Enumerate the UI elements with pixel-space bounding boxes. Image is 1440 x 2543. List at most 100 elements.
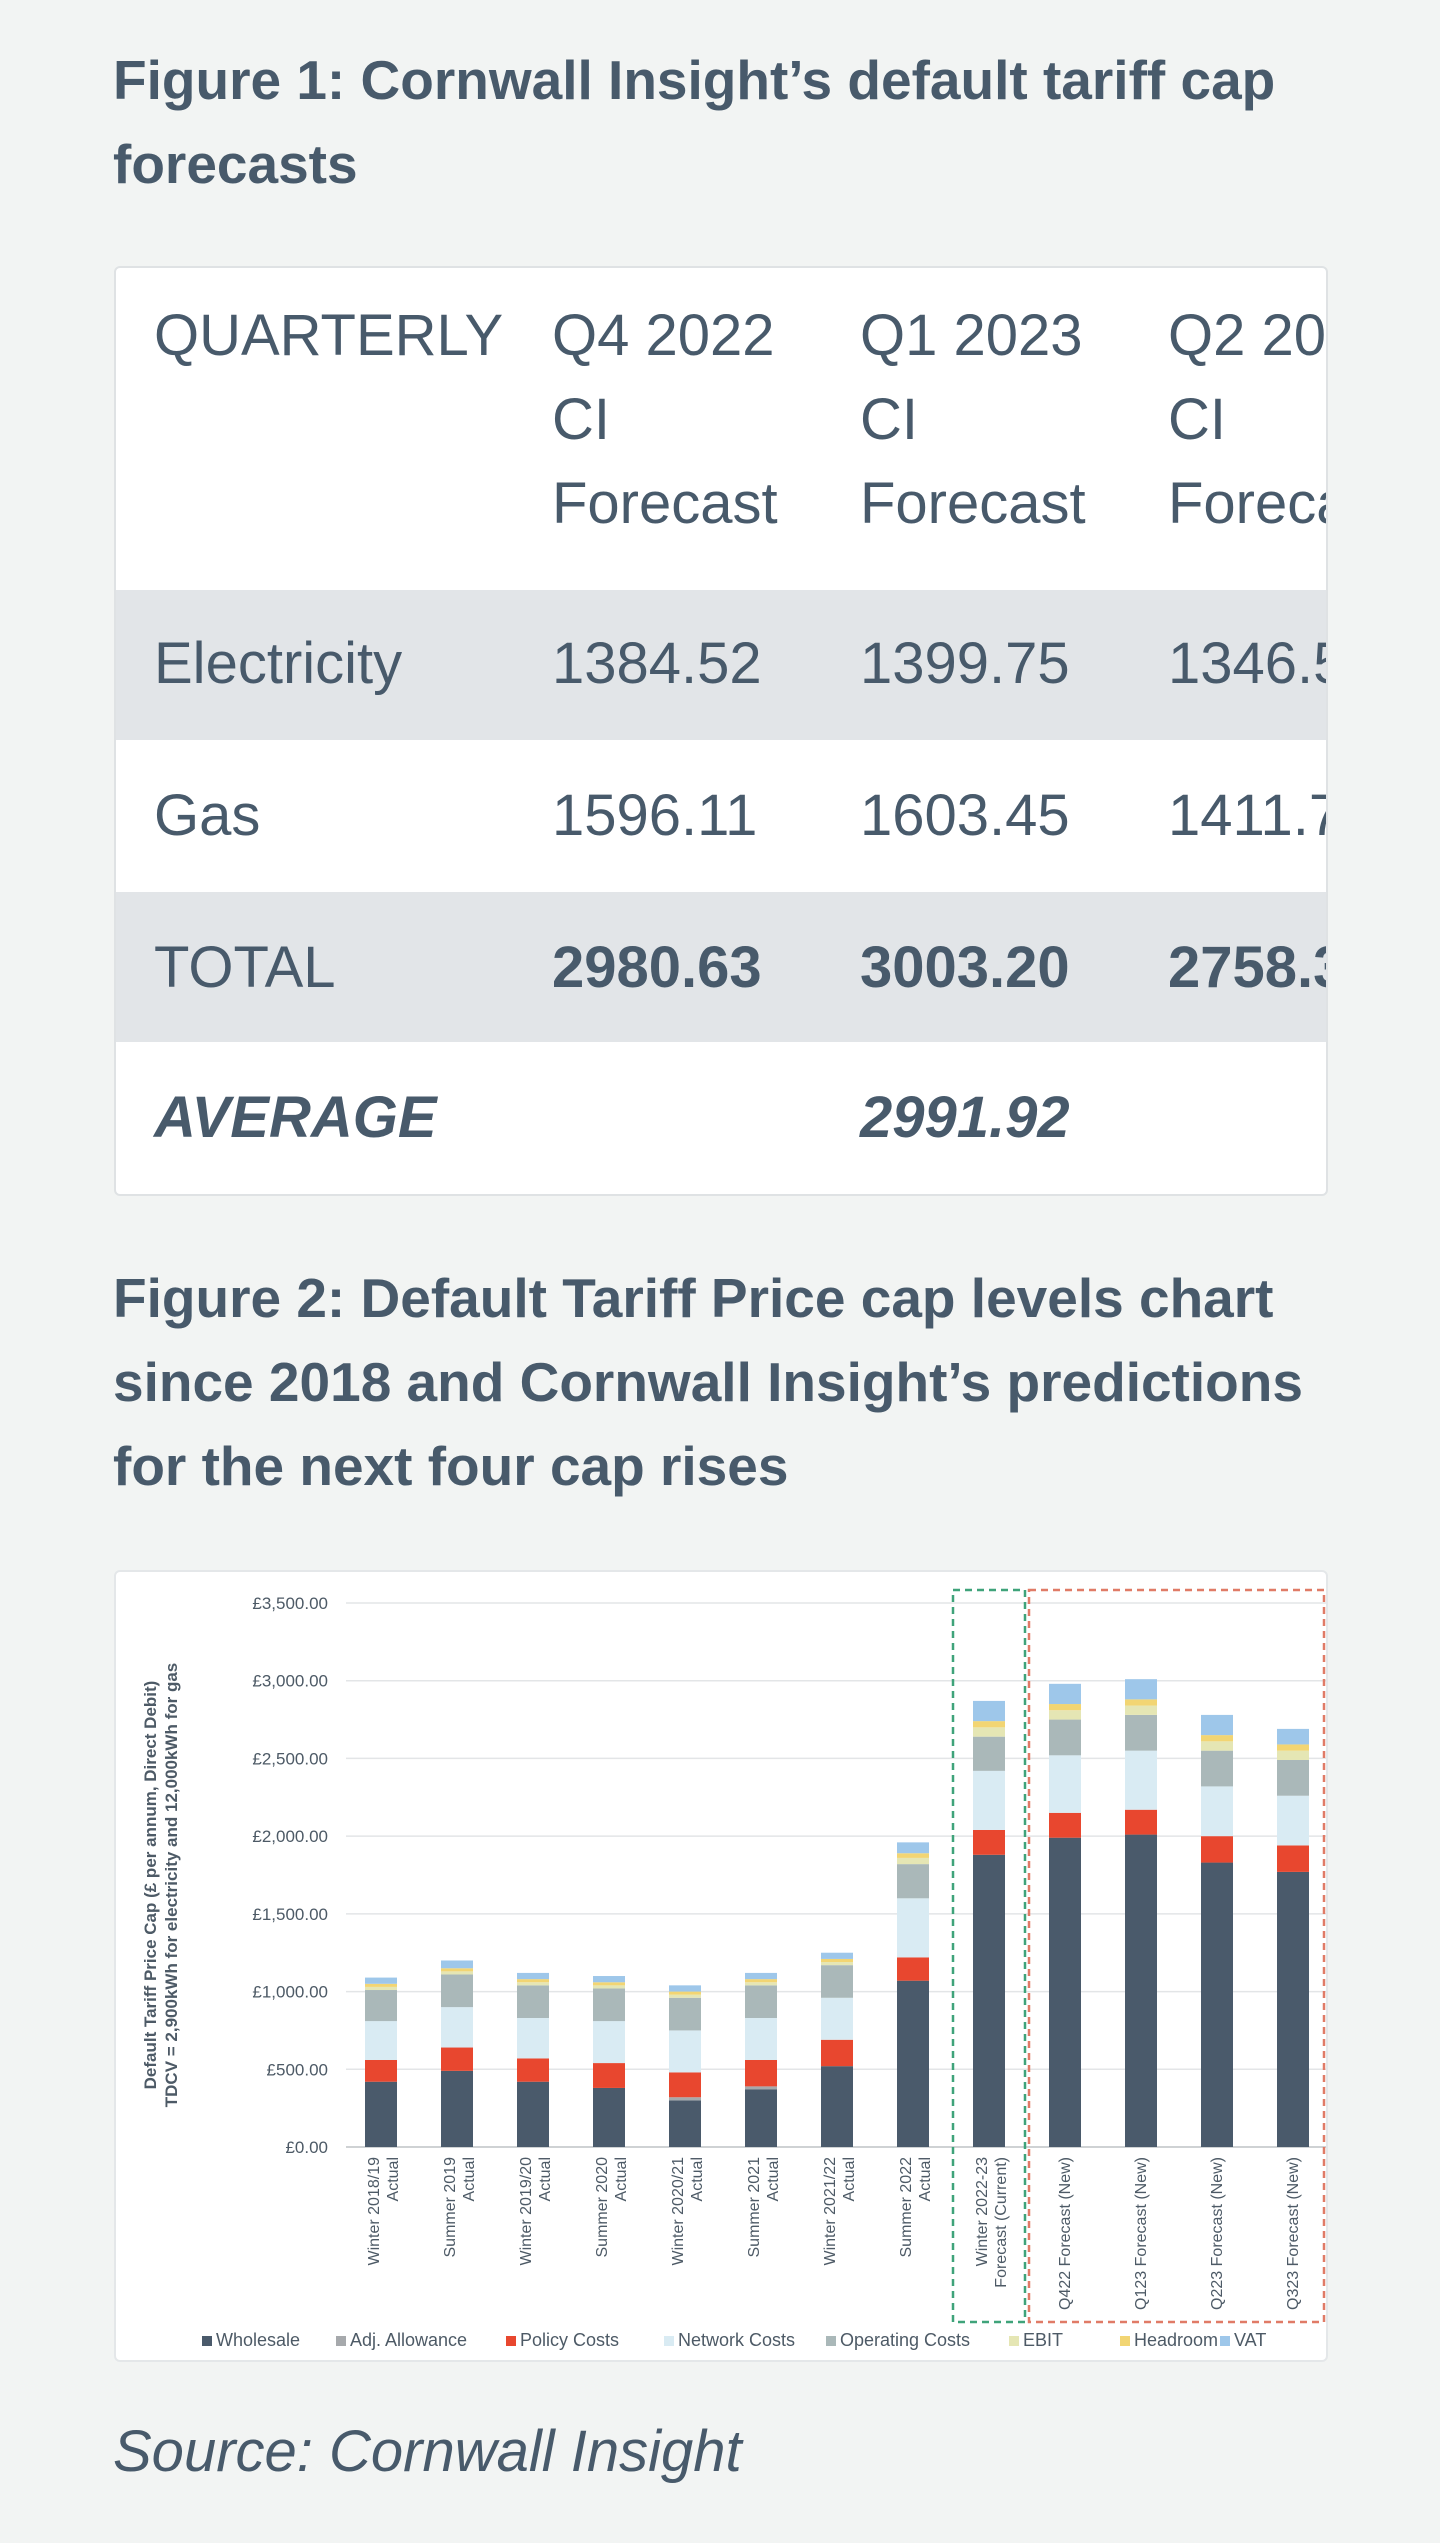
table-header-row: QUARTERLY Q4 2022 CI Forecast Q1 2023 CI…: [116, 268, 1326, 588]
bar-segment-policy-costs: [517, 2058, 549, 2082]
bar-segment-ebit: [745, 1982, 777, 1986]
bar-segment-operating-costs: [1049, 1719, 1081, 1756]
bar-segment-operating-costs: [1125, 1714, 1157, 1751]
bar-segment-network-costs: [669, 2030, 701, 2073]
bar-segment-vat: [973, 1700, 1005, 1722]
bar-segment-network-costs: [745, 2017, 777, 2060]
figure-2-title: Figure 2: Default Tariff Price cap level…: [113, 1267, 1303, 1497]
bar-segment-vat: [365, 1977, 397, 1984]
bar-segment-policy-costs: [365, 2059, 397, 2082]
x-tick-label: Summer 2021 Actual: [746, 2157, 782, 2258]
table-row-total: TOTAL 2980.63 3003.20 2758.3: [116, 892, 1326, 1042]
header-cell-q4-2022: Q4 2022 CI Forecast: [552, 303, 778, 536]
table-cell: 1603.45: [860, 783, 1070, 848]
bar-segment-wholesale: [593, 2087, 625, 2147]
bar-segment-ebit: [669, 1994, 701, 1998]
bar-segment-headroom: [1277, 1744, 1309, 1751]
bar-segment-vat: [897, 1842, 929, 1854]
svg-text:Q223 Forecast (New): Q223 Forecast (New): [1209, 2157, 1226, 2310]
svg-text:Network Costs: Network Costs: [678, 2330, 795, 2350]
bar-segment-wholesale: [517, 2081, 549, 2147]
bar-segment-vat: [821, 1952, 853, 1959]
bar-segment-network-costs: [821, 1997, 853, 2040]
y-tick-label: £3,500.00: [252, 1594, 328, 1613]
bar-segment-wholesale: [973, 1854, 1005, 2147]
header-cell-q2-2023: Q2 2023 CI Forecast: [1168, 303, 1326, 536]
y-tick-label: £500.00: [267, 2060, 328, 2079]
row-label-total: TOTAL: [154, 935, 336, 1000]
bar-segment-wholesale: [745, 2089, 777, 2147]
bar-segment-operating-costs: [517, 1985, 549, 2018]
bar-segment-vat: [745, 1972, 777, 1980]
legend-item-headroom: Headroom: [1120, 2330, 1218, 2350]
y-tick-label: £1,000.00: [252, 1983, 328, 2002]
bar-segment-adj-allowance: [669, 2097, 701, 2101]
bar-segment-policy-costs: [745, 2059, 777, 2087]
legend-item-network-costs: Network Costs: [664, 2330, 795, 2350]
table-cell: 3003.20: [860, 935, 1070, 1000]
bar-segment-operating-costs: [441, 1974, 473, 2008]
bar-segment-operating-costs: [365, 1990, 397, 2022]
svg-text:Wholesale: Wholesale: [216, 2330, 300, 2350]
bar-segment-wholesale: [365, 2081, 397, 2147]
bar-segment-policy-costs: [669, 2072, 701, 2098]
bar-segment-policy-costs: [897, 1957, 929, 1981]
svg-text:Q422 Forecast (New): Q422 Forecast (New): [1057, 2157, 1074, 2310]
bar-segment-headroom: [669, 1991, 701, 1995]
bar-segment-wholesale: [1125, 1834, 1157, 2147]
table-row: Gas 1596.11 1603.45 1411.7: [116, 740, 1326, 892]
legend-item-adj-allowance: Adj. Allowance: [336, 2330, 467, 2350]
x-tick-label: Q223 Forecast (New): [1209, 2157, 1226, 2310]
svg-text:EBIT: EBIT: [1023, 2330, 1063, 2350]
highlight-box: [1027, 1588, 1326, 2324]
bar-segment-wholesale: [897, 1980, 929, 2147]
bar-segment-ebit: [517, 1982, 549, 1986]
bar-segment-operating-costs: [973, 1736, 1005, 1771]
bar-segment-ebit: [1277, 1750, 1309, 1760]
legend-item-ebit: EBIT: [1009, 2330, 1063, 2350]
bar-segment-headroom: [441, 1968, 473, 1972]
bar-segment-policy-costs: [1201, 1836, 1233, 1863]
x-tick-label: Winter 2019/20 Actual: [518, 2157, 554, 2266]
bar-segment-policy-costs: [821, 2039, 853, 2067]
bar-segment-wholesale: [1201, 1862, 1233, 2147]
x-tick-label: Q123 Forecast (New): [1133, 2157, 1150, 2310]
x-tick-label: Winter 2022-23 Forecast (Current): [974, 2157, 1010, 2288]
bar-segment-operating-costs: [745, 1985, 777, 2018]
legend-item-wholesale: Wholesale: [202, 2330, 300, 2350]
bar-segment-vat: [441, 1960, 473, 1969]
bar-segment-headroom: [897, 1853, 929, 1858]
header-cell-q1-2023: Q1 2023 CI Forecast: [860, 303, 1086, 536]
x-tick-label: Winter 2018/19 Actual: [366, 2157, 402, 2266]
average-value: 2991.92: [860, 1085, 1070, 1150]
bar-segment-network-costs: [593, 2021, 625, 2064]
y-tick-label: £2,000.00: [252, 1827, 328, 1846]
bar-segment-vat: [1201, 1714, 1233, 1736]
header-cell-quarterly: QUARTERLY: [154, 303, 504, 368]
bar-segment-vat: [1277, 1728, 1309, 1745]
bar-segment-wholesale: [669, 2100, 701, 2147]
bar-segment-operating-costs: [1201, 1750, 1233, 1787]
bar-segment-vat: [517, 1972, 549, 1980]
bar-segment-headroom: [1201, 1735, 1233, 1742]
bar-segment-network-costs: [1201, 1786, 1233, 1837]
table-cell: 2980.63: [552, 935, 762, 1000]
bar-segment-operating-costs: [821, 1965, 853, 1998]
y-tick-label: £0.00: [285, 2138, 328, 2157]
bar-segment-policy-costs: [973, 1829, 1005, 1855]
bar-segment-ebit: [593, 1985, 625, 1989]
bar-segment-wholesale: [1049, 1837, 1081, 2147]
x-tick-label: Summer 2019 Actual: [442, 2157, 478, 2258]
table-cell: 1384.52: [552, 631, 762, 696]
bar-segment-operating-costs: [897, 1864, 929, 1899]
legend-item-policy-costs: Policy Costs: [506, 2330, 619, 2350]
bar-segment-ebit: [897, 1857, 929, 1865]
bar-segment-operating-costs: [1277, 1759, 1309, 1796]
svg-text:Headroom: Headroom: [1134, 2330, 1218, 2350]
bar-segment-operating-costs: [669, 1997, 701, 2031]
y-axis-title: Default Tariff Price Cap (£ per annum, D…: [141, 1663, 181, 2108]
bar-segment-policy-costs: [1049, 1812, 1081, 1838]
